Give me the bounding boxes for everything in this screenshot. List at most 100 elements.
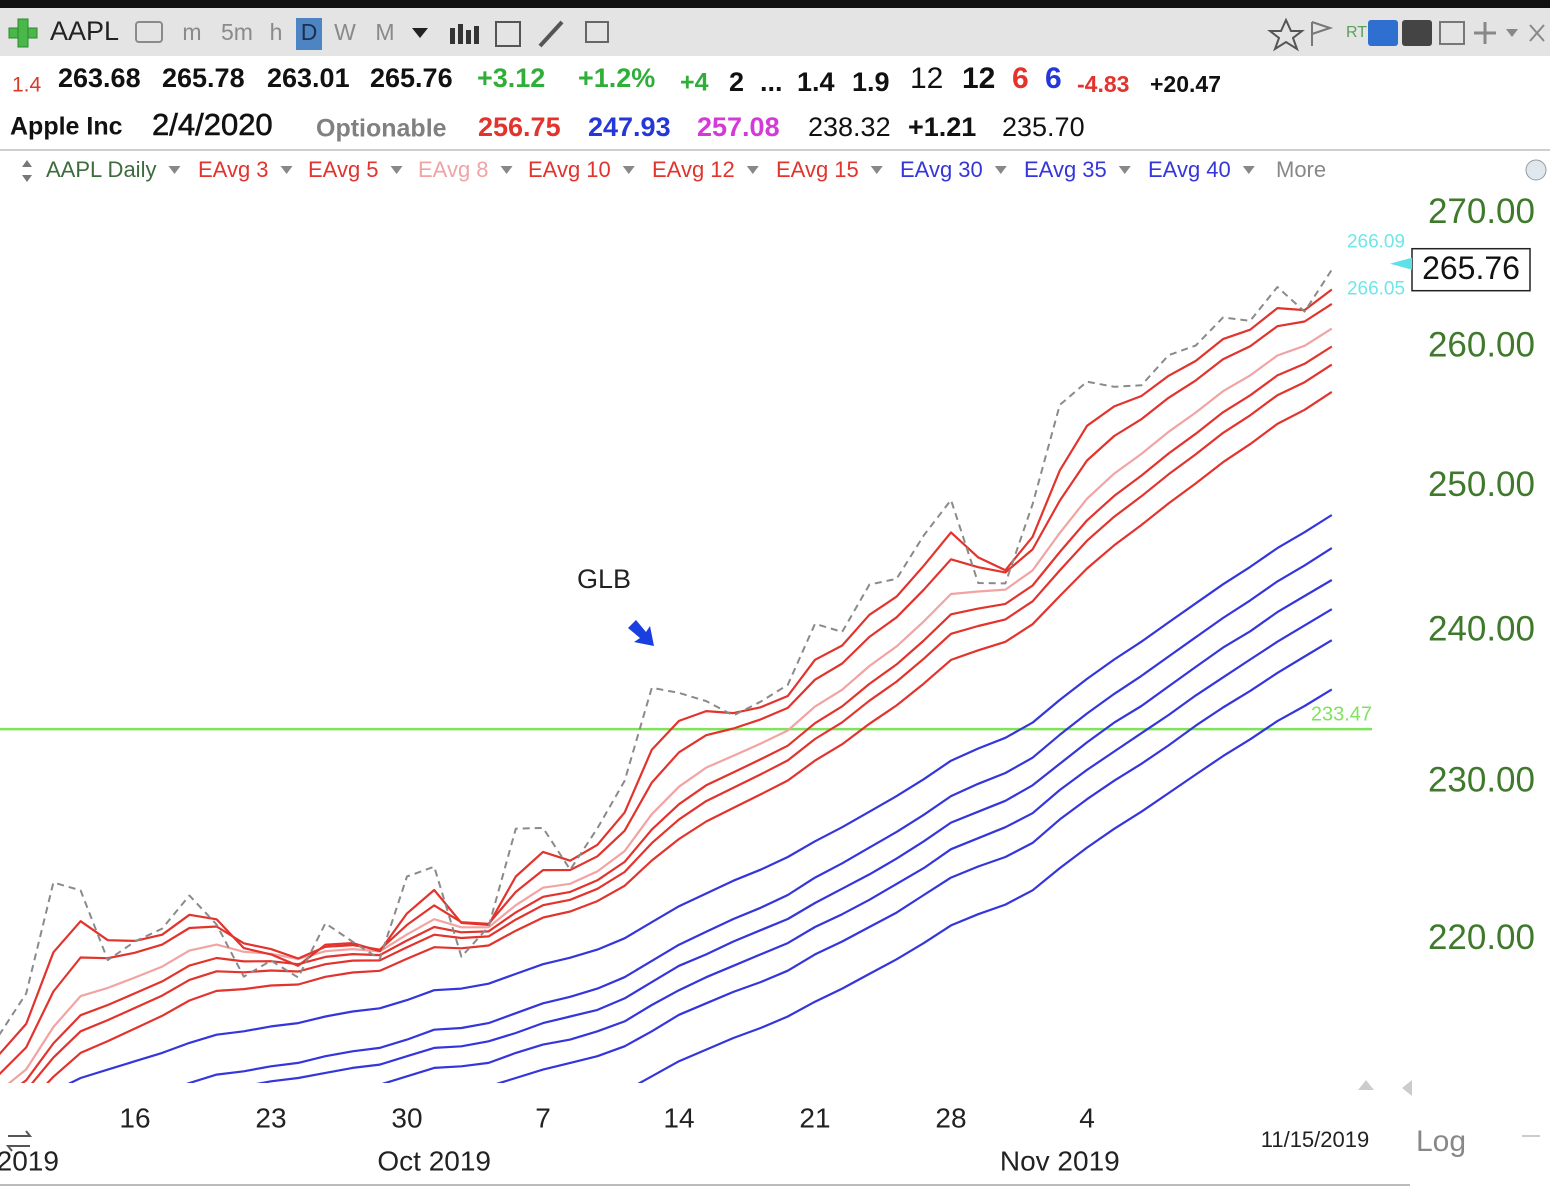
quote-field: +20.47 — [1150, 71, 1221, 97]
quote-field: 1.4 — [12, 74, 42, 97]
legend-dropdown[interactable] — [500, 166, 513, 174]
quote-field: 265.78 — [162, 63, 245, 93]
note-icon[interactable] — [585, 21, 609, 43]
x-tick-label: 23 — [255, 1102, 286, 1133]
quote-field: +3.12 — [477, 63, 545, 93]
legend-more[interactable]: More — [1276, 157, 1326, 182]
y-tick-label: 220.00 — [1428, 918, 1535, 957]
legend-entry[interactable]: EAvg 8 — [418, 157, 489, 182]
quote-field: 2 — [729, 67, 744, 97]
moving-average-line — [20, 345, 1333, 1083]
y-tick-label: 270.00 — [1428, 192, 1535, 231]
interval-button[interactable]: D — [301, 19, 318, 45]
symbol[interactable]: AAPL — [50, 16, 119, 46]
y-tick-label: 260.00 — [1428, 326, 1535, 365]
quote-field: +1.21 — [908, 112, 976, 142]
legend-entry[interactable]: AAPL Daily — [46, 157, 156, 182]
moving-average-line — [7, 327, 1333, 1083]
x-tick-label: 4 — [1079, 1102, 1095, 1133]
scroll-arrows[interactable] — [1358, 1080, 1412, 1096]
legend-entry[interactable]: EAvg 12 — [652, 157, 735, 182]
legend-entry[interactable]: EAvg 30 — [900, 157, 983, 182]
print-icon[interactable] — [135, 21, 163, 43]
moving-average-line — [186, 547, 1333, 1083]
scale-toggle[interactable]: Log — [1416, 1125, 1466, 1158]
quote-field: 238.32 — [808, 112, 891, 142]
last-price-label: 265.76 — [1422, 250, 1520, 286]
x-tick-label: 7 — [535, 1102, 551, 1133]
x-tick-label: 21 — [799, 1102, 830, 1133]
resize-icon[interactable] — [22, 160, 32, 182]
rt-badge[interactable]: RT — [1346, 24, 1367, 41]
close-button[interactable] — [1529, 24, 1545, 42]
moving-average-line — [637, 688, 1333, 1083]
legend-entry[interactable]: EAvg 10 — [528, 157, 611, 182]
add-icon[interactable] — [8, 18, 38, 48]
refresh-icon[interactable] — [5, 1130, 33, 1152]
price-marker: 266.09 — [1347, 232, 1405, 253]
quote-field: 6 — [1012, 62, 1029, 95]
moving-average-line — [67, 514, 1333, 1083]
price-marker: 266.05 — [1347, 279, 1405, 300]
legend-dropdown[interactable] — [994, 166, 1007, 174]
moving-average-line — [495, 639, 1333, 1083]
interval-button[interactable]: W — [334, 19, 356, 45]
top-bar — [0, 0, 1550, 8]
company-name: Apple Inc — [10, 113, 123, 141]
interval-button[interactable]: 5m — [221, 19, 253, 45]
quote-field: 1.9 — [852, 67, 890, 97]
annotation-arrow — [628, 620, 654, 646]
dropdown-arrow[interactable] — [412, 28, 428, 38]
interval-button[interactable]: m — [182, 19, 201, 45]
horizontal-line-label: 233.47 — [1311, 703, 1372, 725]
s-button[interactable] — [1368, 20, 1398, 46]
legend-dropdown[interactable] — [280, 166, 293, 174]
x-tick-label: 28 — [935, 1102, 966, 1133]
legend-entry[interactable]: EAvg 3 — [198, 157, 269, 182]
quote-field: 256.75 — [478, 112, 561, 142]
quote-date: 2/4/2020 — [152, 107, 273, 142]
moving-average-line — [46, 390, 1333, 1083]
menu-arrow[interactable] — [1506, 29, 1518, 37]
price-line — [0, 269, 1333, 1036]
moving-average-line — [0, 302, 1333, 1076]
legend-dropdown[interactable] — [746, 166, 759, 174]
quote-field: 263.01 — [267, 63, 350, 93]
quote-field: 247.93 — [588, 112, 671, 142]
interval-button[interactable]: M — [375, 19, 394, 45]
legend-dropdown[interactable] — [168, 166, 181, 174]
legend-dropdown[interactable] — [622, 166, 635, 174]
legend-dropdown[interactable] — [1242, 166, 1255, 174]
bars-icon[interactable] — [450, 24, 479, 44]
legend-dropdown[interactable] — [390, 166, 403, 174]
y-tick-label: 250.00 — [1428, 465, 1535, 504]
quote-field: 263.68 — [58, 63, 141, 93]
grid-icon[interactable] — [495, 21, 521, 47]
last-price-box — [1411, 247, 1531, 292]
legend-entry[interactable]: EAvg 35 — [1024, 157, 1107, 182]
month-label: Oct 2019 — [377, 1145, 491, 1176]
star-icon[interactable] — [1267, 17, 1305, 52]
interval-selected — [296, 18, 322, 50]
t-button[interactable] — [1402, 20, 1432, 46]
legend-entry[interactable]: EAvg 15 — [776, 157, 859, 182]
last-date: 11/15/2019 — [1261, 1127, 1369, 1152]
quote-field: 12 — [910, 62, 943, 95]
month-label: Nov 2019 — [1000, 1145, 1120, 1176]
legend-dropdown[interactable] — [1118, 166, 1131, 174]
quote-field: ... — [760, 67, 783, 97]
window-icon[interactable] — [1439, 21, 1465, 45]
palette-icon[interactable] — [1525, 159, 1547, 181]
interval-button[interactable]: h — [270, 19, 283, 45]
move-icon[interactable] — [1474, 22, 1496, 44]
flag-icon[interactable] — [1311, 21, 1334, 46]
quote-field: 12 — [962, 62, 995, 95]
legend-entry[interactable]: EAvg 40 — [1148, 157, 1231, 182]
quote-field: -4.83 — [1077, 71, 1129, 97]
legend-entry[interactable]: EAvg 5 — [308, 157, 379, 182]
legend-dropdown[interactable] — [870, 166, 883, 174]
draw-icon[interactable] — [538, 20, 564, 48]
x-tick-label: 30 — [391, 1102, 422, 1133]
